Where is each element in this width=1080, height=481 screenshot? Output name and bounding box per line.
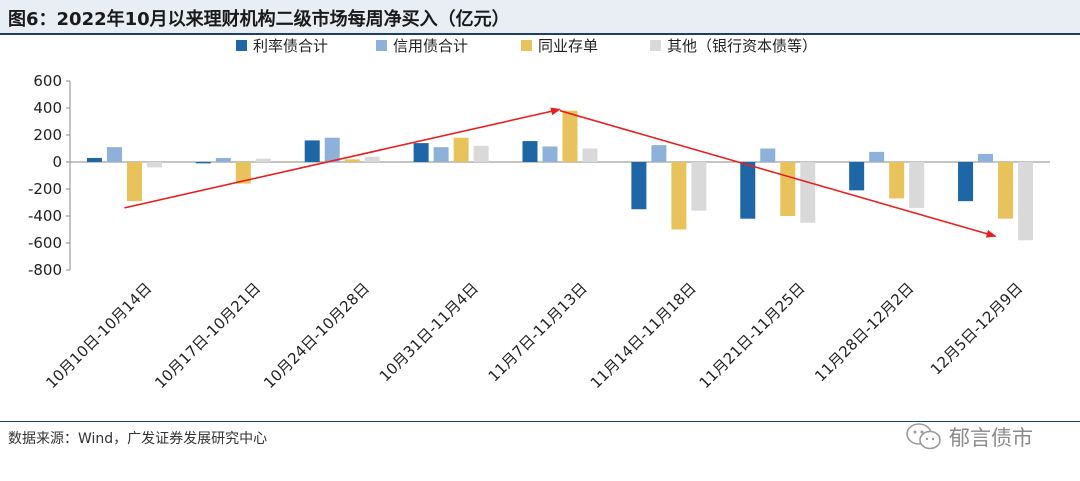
source-note: 数据来源：Wind，广发证券发展研究中心 <box>8 431 268 447</box>
y-tick-label: -800 <box>28 261 62 279</box>
bar <box>255 158 271 162</box>
legend-label: 其他（银行资本债等） <box>667 37 817 55</box>
bar <box>215 157 231 162</box>
bar <box>126 162 142 202</box>
x-tick-label: 10月31日-11月4日 <box>376 279 482 385</box>
legend-swatch <box>236 40 247 51</box>
bar <box>304 140 320 162</box>
bar <box>889 162 905 199</box>
bar <box>849 162 865 191</box>
bar <box>195 162 211 164</box>
x-tick-label: 11月21日-11月25日 <box>696 279 809 392</box>
bars <box>86 110 1034 241</box>
legend-label: 利率债合计 <box>253 37 328 55</box>
x-tick-label: 12月5日-12月9日 <box>927 279 1026 378</box>
y-tick-label: 0 <box>52 153 62 171</box>
legend-swatch <box>521 40 532 51</box>
bar <box>542 146 558 162</box>
y-axis: 600 400 200 0 -200 -400 -600 -800 <box>28 72 1050 279</box>
bar <box>344 159 360 162</box>
bar <box>740 162 756 219</box>
bar <box>631 162 647 210</box>
bar <box>106 147 122 162</box>
bar <box>998 162 1014 219</box>
bar <box>146 162 162 168</box>
title-bar: 图6：2022年10月以来理财机构二级市场每周净买入（亿元） <box>0 0 1080 35</box>
y-tick-label: 400 <box>33 99 62 117</box>
legend-swatch <box>376 40 387 51</box>
legend-label: 信用债合计 <box>393 37 468 55</box>
watermark-text: 郁言债市 <box>949 426 1033 450</box>
footer-divider <box>0 421 1080 422</box>
wechat-icon <box>906 423 941 450</box>
bar <box>364 156 380 162</box>
x-tick-label: 10月17日-10月21日 <box>151 279 264 392</box>
bar <box>1018 162 1034 241</box>
x-tick-label: 11月28日-12月2日 <box>811 279 917 385</box>
bar <box>413 143 429 162</box>
bar <box>691 162 707 211</box>
legend-swatch <box>650 40 661 51</box>
watermark: 郁言债市 <box>905 420 1065 454</box>
bar <box>671 162 687 230</box>
bar <box>235 162 251 184</box>
bar <box>473 145 489 162</box>
y-tick-label: -400 <box>28 207 62 225</box>
bar <box>433 147 449 162</box>
bar <box>562 110 578 162</box>
y-tick-label: -600 <box>28 234 62 252</box>
bar <box>760 148 776 162</box>
legend-label: 同业存单 <box>538 37 598 55</box>
bar <box>780 162 796 216</box>
trend-arrow <box>124 107 561 209</box>
trend-arrow <box>559 109 997 238</box>
x-tick-label: 11月7日-11月13日 <box>485 279 591 385</box>
bar <box>909 162 925 208</box>
bar <box>522 141 538 162</box>
y-tick-label: 600 <box>33 72 62 90</box>
bar <box>324 137 340 162</box>
chart-title: 图6：2022年10月以来理财机构二级市场每周净买入（亿元） <box>8 9 510 30</box>
bar-chart: 利率债合计 信用债合计 同业存单 其他（银行资本债等） 600 400 200 0 -200 -… <box>28 37 1050 392</box>
y-tick-label: -200 <box>28 180 62 198</box>
bar <box>86 157 102 162</box>
bar <box>978 153 994 162</box>
bar <box>453 137 469 162</box>
y-tick-label: 200 <box>33 126 62 144</box>
legend: 利率债合计 信用债合计 同业存单 其他（银行资本债等） <box>236 37 817 55</box>
bar <box>958 162 974 202</box>
x-tick-label: 10月10日-10月14日 <box>42 279 155 392</box>
bar <box>869 151 885 162</box>
trend-arrows <box>124 107 997 238</box>
x-tick-label: 11月14日-11月18日 <box>587 279 700 392</box>
bar <box>800 162 816 223</box>
bar <box>651 145 667 162</box>
x-tick-label: 10月24日-10月28日 <box>260 279 373 392</box>
bar <box>582 148 598 162</box>
